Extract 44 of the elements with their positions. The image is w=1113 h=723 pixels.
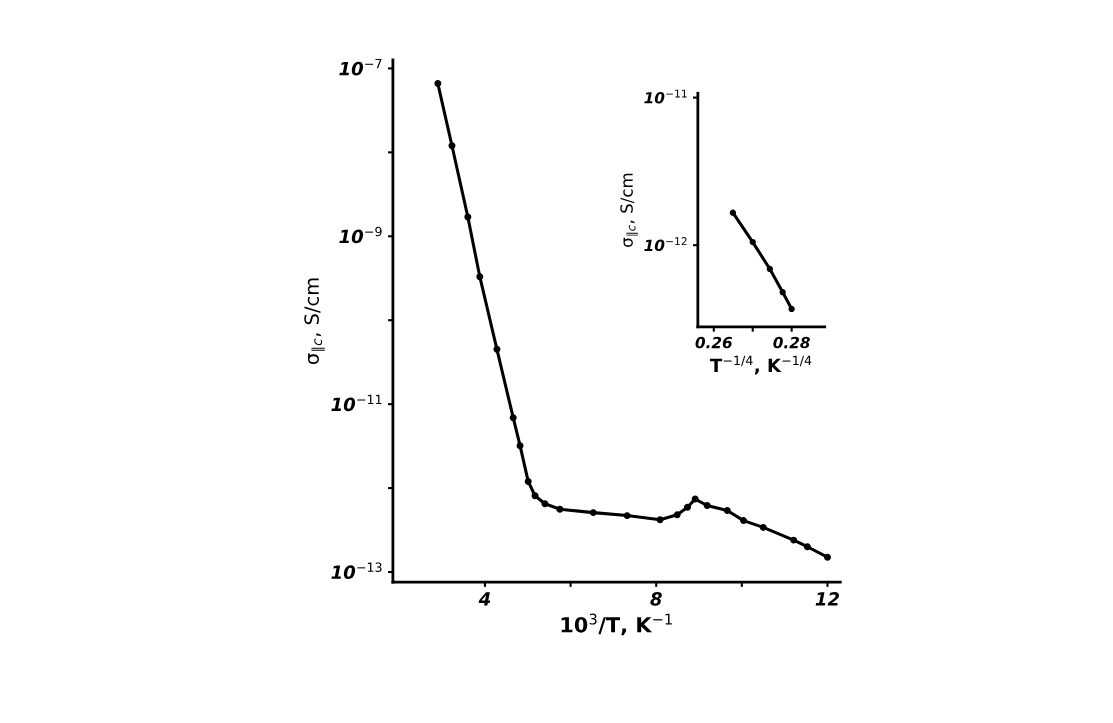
x-axis-title: T$^{−1/4}$, K$^{−1/4}$ xyxy=(710,355,812,375)
point xyxy=(673,511,681,519)
point xyxy=(509,414,517,422)
point xyxy=(759,523,767,531)
point xyxy=(516,442,524,450)
point xyxy=(448,142,456,150)
y-tick-label: 10$^{−11}$ xyxy=(644,89,687,104)
point xyxy=(493,345,501,353)
point xyxy=(723,507,731,515)
point xyxy=(779,289,786,296)
point xyxy=(823,553,831,561)
point xyxy=(434,80,442,88)
x-axis-title: 10$^{3}$/T, K$^{−1}$ xyxy=(561,613,672,636)
x-tick-label: 12 xyxy=(815,592,840,606)
y-axis-title: σ$_{∥c}$, S/cm xyxy=(620,173,638,247)
point xyxy=(790,536,798,544)
x-tick-label: 0.28 xyxy=(773,336,810,349)
point xyxy=(556,505,564,513)
point xyxy=(703,502,711,509)
point xyxy=(531,492,539,500)
point xyxy=(623,512,631,520)
point xyxy=(740,517,748,525)
point xyxy=(729,209,737,216)
point xyxy=(464,213,472,221)
point xyxy=(766,265,773,273)
y-tick-label: 10$^{−13}$ xyxy=(331,562,382,579)
x-tick-label: 4 xyxy=(478,592,491,606)
y-tick-label: 10$^{−7}$ xyxy=(339,59,382,76)
point xyxy=(524,477,532,485)
point xyxy=(749,238,756,246)
x-tick-label: 8 xyxy=(650,592,662,606)
y-axis-title: σ$_{∥c}$, S/cm xyxy=(304,278,325,365)
point xyxy=(691,495,699,503)
y-tick-label: 10$^{−11}$ xyxy=(331,394,382,412)
point xyxy=(541,500,549,508)
point xyxy=(656,516,664,524)
y-tick-label: 10$^{−12}$ xyxy=(644,237,687,252)
point xyxy=(803,543,811,551)
point xyxy=(476,273,484,281)
x-tick-label: 0.26 xyxy=(695,336,733,349)
point xyxy=(589,509,597,517)
point xyxy=(788,305,795,313)
y-tick-label: 10$^{−9}$ xyxy=(339,226,382,244)
point xyxy=(683,503,691,511)
